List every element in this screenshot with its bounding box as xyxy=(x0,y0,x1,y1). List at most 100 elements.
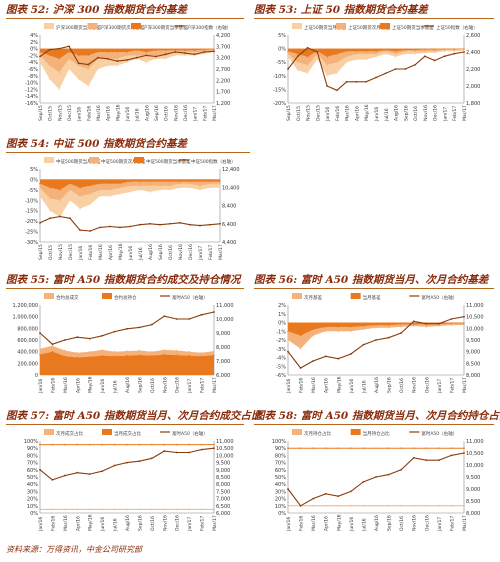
series-point-0-4 xyxy=(79,207,81,210)
y2-tick-2: 10,000 xyxy=(466,326,484,332)
x-tick-2: Nov/15 xyxy=(306,105,312,121)
series-point-1-0 xyxy=(287,53,289,55)
series-point-1-6 xyxy=(362,505,365,507)
x-tick-3: Dec/15 xyxy=(315,105,321,121)
series-point-0-4 xyxy=(326,75,328,77)
series-point-0-12 xyxy=(188,443,190,446)
x-tick-7: Aug/16 xyxy=(125,515,131,531)
index-point-2 xyxy=(59,215,61,218)
index-point-5 xyxy=(87,63,90,66)
series-point-2-0 xyxy=(39,182,41,185)
series-point-2-13 xyxy=(414,49,416,51)
y2-tick-7: 7,500 xyxy=(216,489,230,495)
series-point-1-7 xyxy=(355,53,358,55)
legend-label-1: 上证50期货次月基差 xyxy=(348,24,390,31)
y-tick-3: -10% xyxy=(25,198,38,204)
chart-55-panel: 图表 55: 富时 A50 指数期货合约成交及持仓情况 合约总成交 合约总持仓 富时… xyxy=(6,274,244,402)
series-point-1-13 xyxy=(450,505,453,507)
series-point-1-1 xyxy=(299,334,302,337)
y2-tick-1: 10,000 xyxy=(216,317,234,323)
series-point-2-1 xyxy=(49,187,51,189)
y2-tick-0: 12,400 xyxy=(222,167,240,173)
legend-swatch-1 xyxy=(102,429,112,435)
index-point-13 xyxy=(414,63,417,66)
x-tick-12: Jan/17 xyxy=(437,517,443,532)
index-point-6 xyxy=(345,80,348,83)
series-area-1 xyxy=(288,322,464,336)
y-tick-10: -16% xyxy=(25,101,38,107)
series-point-2-11 xyxy=(149,180,151,183)
y2-tick-1: 3,700 xyxy=(216,44,230,50)
series-point-1-0 xyxy=(287,505,289,507)
y-tick-1: 2% xyxy=(30,40,38,46)
y-tick-3: -1% xyxy=(276,329,286,335)
y-tick-5: -20% xyxy=(273,101,286,107)
series-point-1-12 xyxy=(404,50,407,53)
y2-tick-2: 10,000 xyxy=(466,463,484,469)
y-tick-8: 20% xyxy=(27,497,38,503)
series-point-1-11 xyxy=(175,508,178,511)
x-tick-1: Feb/16 xyxy=(299,378,305,393)
series-point-0-12 xyxy=(438,325,440,327)
series-point-1-6 xyxy=(113,355,116,358)
y-tick-10: 0% xyxy=(278,511,286,517)
index-point-16 xyxy=(199,224,201,227)
x-tick-15: Dec/16 xyxy=(188,244,194,260)
x-tick-10: Jul/16 xyxy=(138,247,144,261)
index-point-8 xyxy=(365,80,368,83)
series-point-1-4 xyxy=(77,64,80,67)
series-point-2-15 xyxy=(184,49,186,51)
y-tick-7: 30% xyxy=(27,489,38,495)
y2-tick-6: 1,200 xyxy=(216,101,230,107)
legend-label-1: 当月基差 xyxy=(363,294,381,301)
y2-tick-1: 10,500 xyxy=(216,446,234,452)
index-point-1 xyxy=(51,343,54,346)
series-point-1-3 xyxy=(76,508,79,511)
y2-tick-2: 3,200 xyxy=(216,56,230,62)
series-point-2-0 xyxy=(39,51,41,53)
x-tick-5: Jun/16 xyxy=(100,517,106,532)
y2-tick-3: 2,700 xyxy=(216,67,230,73)
y2-tick-4: 9,000 xyxy=(466,350,480,356)
index-point-14 xyxy=(463,452,465,454)
y2-tick-1: 10,500 xyxy=(466,451,484,457)
chart-56-svg: 次月基差 当月基差 富时A50（右轴） 2% 1% 0% -1% -2% -3% -4% -5% -6… xyxy=(276,293,484,394)
series-point-2-18 xyxy=(463,48,465,50)
series-point-0-17 xyxy=(453,50,455,53)
chart-56-title: 图表 56: 富时 A50 指数期货当月、次月合约基差 xyxy=(254,274,494,289)
x-tick-8: May/16 xyxy=(364,104,370,121)
index-point-6 xyxy=(362,343,365,346)
series-point-0-16 xyxy=(443,50,446,53)
x-tick-4: May/16 xyxy=(336,514,342,531)
series-point-0-3 xyxy=(325,330,327,332)
series-point-1-3 xyxy=(325,326,327,328)
x-tick-14: Mar/17 xyxy=(212,377,218,393)
index-point-14 xyxy=(213,447,215,450)
index-point-5 xyxy=(101,334,104,337)
x-tick-7: Aug/16 xyxy=(374,377,380,393)
index-point-9 xyxy=(150,457,153,460)
chart-53-panel: 图表 53: 上证 50 指数期货合约基差 上证50期货当月基差 上证50期货次月… xyxy=(254,4,494,132)
index-point-16 xyxy=(443,55,446,58)
series-point-0-15 xyxy=(433,51,436,54)
series-point-1-1 xyxy=(297,61,299,63)
x-tick-2: Nov/15 xyxy=(57,105,63,121)
series-point-0-7 xyxy=(106,64,109,67)
series-point-0-7 xyxy=(355,58,358,61)
series-point-1-14 xyxy=(213,508,215,511)
y-tick-8: -6% xyxy=(276,373,286,379)
series-point-2-15 xyxy=(433,48,436,51)
series-point-1-8 xyxy=(119,187,121,189)
series-point-2-17 xyxy=(203,48,206,51)
series-point-2-8 xyxy=(365,50,367,53)
index-point-18 xyxy=(463,51,465,53)
x-tick-2: Mar/16 xyxy=(63,515,69,531)
series-point-1-5 xyxy=(101,355,103,357)
x-tick-0: Jan/16 xyxy=(286,517,292,532)
series-point-1-11 xyxy=(149,184,151,187)
legend-swatch-1 xyxy=(89,157,99,163)
y-tick-10: 0% xyxy=(30,511,38,517)
x-tick-1: Feb/16 xyxy=(50,378,56,393)
index-point-1 xyxy=(48,48,51,51)
chart-52-svg: 沪深300期货当月基差沪深300期货次月基差沪深300期货当季基差沪深300指数… xyxy=(25,23,231,122)
